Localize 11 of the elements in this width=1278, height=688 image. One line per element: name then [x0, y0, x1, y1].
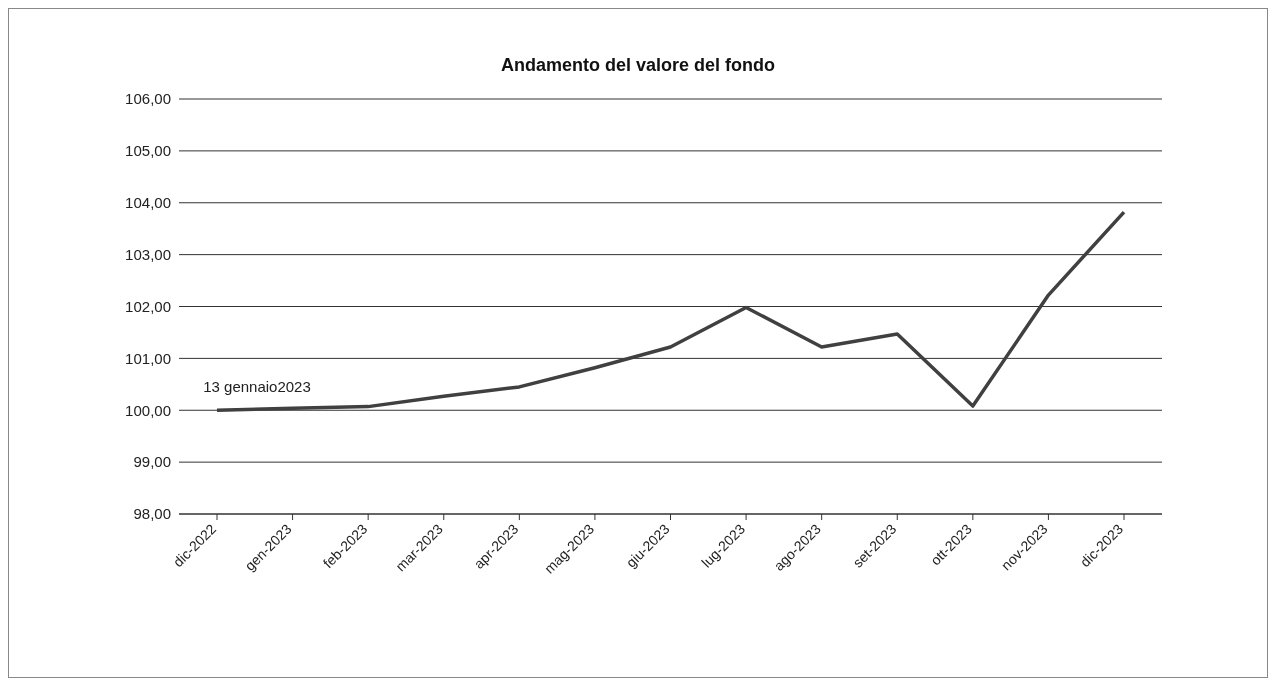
- y-tick-label: 105,00: [125, 142, 171, 160]
- y-tick-label: 99,00: [133, 453, 171, 471]
- y-tick-label: 100,00: [125, 401, 171, 419]
- y-tick-label: 102,00: [125, 297, 171, 315]
- annotation: 13 gennaio2023: [203, 378, 311, 396]
- y-tick-label: 103,00: [125, 245, 171, 263]
- y-tick-label: 104,00: [125, 194, 171, 212]
- y-tick-label: 98,00: [133, 505, 171, 523]
- y-tick-label: 106,00: [125, 90, 171, 108]
- y-tick-label: 101,00: [125, 349, 171, 367]
- chart-title: Andamento del valore del fondo: [500, 55, 776, 76]
